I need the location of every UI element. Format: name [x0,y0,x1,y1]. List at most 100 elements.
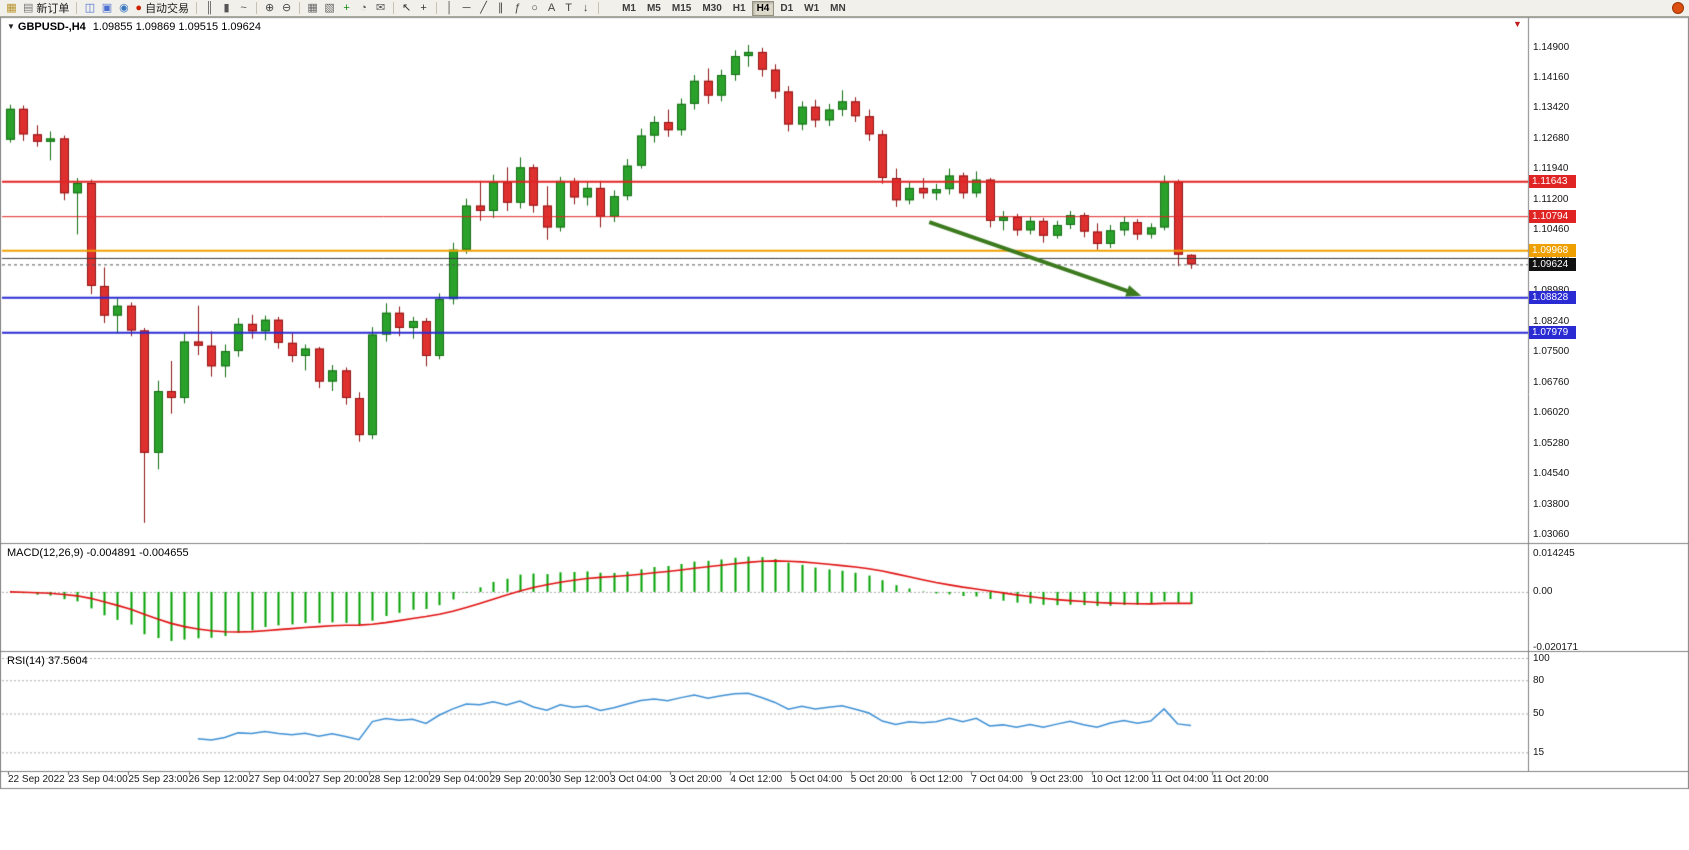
bar-chart-icon[interactable]: ║ [201,1,218,16]
cursor-icon[interactable]: ↖ [398,1,415,16]
periods-icon: ◔ [360,1,367,14]
price-axis-label: 1.06760 [1533,376,1570,388]
price-axis-label: 1.08240 [1533,315,1570,327]
indicators-icon[interactable]: + [338,1,355,16]
price-level-badge: 1.09968 [1529,243,1576,257]
candlestick-chart-icon[interactable]: ▮ [218,1,235,16]
horizontal-line-icon[interactable]: ─ [458,1,475,16]
time-axis-label: 30 Sep 12:00 [549,774,610,785]
rsi-label: RSI(14) 37.5604 [7,655,88,667]
tile-windows-icon: ▦ [307,1,318,14]
zoom-out-icon: ⊖ [281,1,292,14]
price-level-badge: 1.10794 [1529,209,1576,223]
time-axis-label: 22 Sep 2022 [8,774,65,785]
line-chart-icon: ~ [240,1,247,14]
toolbar-separator [76,2,78,14]
timeframe-m1[interactable]: M1 [622,2,636,14]
time-axis-label: 4 Oct 12:00 [730,774,783,785]
symbol-quote: 1.09855 1.09869 1.09515 1.09624 [92,21,261,33]
chart-shift-icon[interactable]: ▼ [1513,19,1522,29]
time-axis-label: 27 Sep 04:00 [248,774,309,785]
rsi-axis-label: 80 [1533,674,1545,686]
timeframe-w1[interactable]: W1 [804,2,820,14]
timeframe-m15[interactable]: M15 [671,2,692,14]
toolbar: ▦ ▤ 新订单 ◫ ▣ ◉ ● 自动交易 ║ ▮ ~ ⊕ ⊖ ▦ ▧ + ◔ ✉ ↖ + │ ─ ╱ ∥ ƒ ○ A T ↓ M1 M5 M… [0,0,1689,17]
timeframe-m30[interactable]: M30 [702,2,722,14]
new-chart-window-icon[interactable]: ▦ [3,1,20,16]
price-axis-label: 1.12680 [1533,132,1570,144]
cursor-icon: ↖ [401,1,412,14]
time-axis-label: 9 Oct 23:00 [1031,774,1084,785]
time-axis-label: 25 Sep 23:00 [128,774,188,785]
price-axis-label: 1.11200 [1533,193,1569,205]
fibonacci-icon[interactable]: ƒ [509,1,526,16]
alerts-icon[interactable]: ◉ [115,1,132,16]
profiles-icon: ▣ [101,1,113,14]
cascade-windows-icon: ▧ [324,1,335,14]
timeframe-d1[interactable]: D1 [780,2,794,14]
toolbar-separator [393,2,395,14]
toolbar-separator [256,2,258,14]
new-order-button[interactable]: ▤ 新订单 [20,1,72,16]
price-axis-label: 1.07500 [1533,346,1570,358]
chart-windows-icon[interactable]: ◫ [81,1,98,16]
price-axis-label: 1.14900 [1533,41,1570,53]
candlestick-chart-icon: ▮ [223,1,230,14]
arrows-tool-icon[interactable]: ↓ [577,1,594,16]
price-axis-label: 1.13420 [1533,102,1570,114]
alerts-icon: ◉ [119,1,129,14]
autotrading-icon: ● [135,1,143,14]
zoom-out-icon[interactable]: ⊖ [278,1,295,16]
arrows-tool-icon: ↓ [582,1,589,14]
symbol-menu-icon[interactable]: ▼ [7,22,15,31]
templates-icon[interactable]: ✉ [372,1,389,16]
price-axis-label: 1.03060 [1533,529,1570,541]
time-axis-label: 27 Sep 20:00 [309,774,369,785]
toolbar-separator [598,2,600,14]
chart-windows-icon: ◫ [84,1,96,14]
price-level-badge: 1.08828 [1529,290,1576,304]
time-axis-label: 3 Oct 04:00 [610,774,662,785]
timeframe-mn[interactable]: MN [830,2,846,14]
bar-chart-icon: ║ [205,1,214,14]
profiles-icon[interactable]: ▣ [98,1,115,16]
time-axis-label: 3 Oct 20:00 [670,774,722,785]
time-axis-label: 29 Sep 04:00 [429,774,489,785]
time-axis-label: 6 Oct 12:00 [911,774,963,785]
label-icon: T [565,1,572,14]
toolbar-separator [196,2,198,14]
vertical-line-icon[interactable]: │ [441,1,458,16]
indicators-icon: + [343,1,350,14]
time-axis-label: 5 Oct 04:00 [790,774,843,785]
label-icon[interactable]: T [560,1,577,16]
toolbar-separator [436,2,438,14]
fibonacci-icon: ƒ [514,1,521,14]
tile-windows-icon[interactable]: ▦ [304,1,321,16]
price-axis-label: 1.06020 [1533,407,1570,419]
timeframe-m5[interactable]: M5 [646,2,661,14]
price-axis-label: 1.10460 [1533,224,1570,236]
crosshair-icon[interactable]: + [415,1,432,16]
toolbar-items: ▦ ▤ 新订单 ◫ ▣ ◉ ● 自动交易 ║ ▮ ~ ⊕ ⊖ ▦ ▧ + ◔ ✉ ↖ + │ ─ ╱ ∥ ƒ ○ A T ↓ [3,0,603,16]
time-axis-label: 29 Sep 20:00 [489,774,550,785]
periods-icon[interactable]: ◔ [355,1,372,16]
channel-icon[interactable]: ∥ [492,1,509,16]
toolbar-right [1672,2,1686,14]
horizontal-line-icon: ─ [462,1,471,14]
symbol-title: GBPUSD-,H4 [17,21,86,33]
shapes-icon[interactable]: ○ [526,1,543,16]
main-chart-title: ▼ GBPUSD-,H4 1.09855 1.09869 1.09515 1.096… [7,21,261,33]
timeframe-h4[interactable]: H4 [751,0,775,16]
trendline-icon[interactable]: ╱ [475,1,492,16]
notification-icon[interactable] [1672,2,1684,14]
line-chart-icon[interactable]: ~ [235,1,252,16]
cascade-windows-icon[interactable]: ▧ [321,1,338,16]
macd-axis-label: 0.014245 [1533,547,1575,559]
price-level-badge: 1.07979 [1529,325,1576,339]
autotrading-button[interactable]: ● 自动交易 [132,1,192,16]
timeframe-h1[interactable]: H1 [732,2,746,14]
rsi-axis-label: 50 [1533,708,1545,719]
zoom-in-icon[interactable]: ⊕ [261,1,278,16]
text-icon[interactable]: A [543,1,560,16]
